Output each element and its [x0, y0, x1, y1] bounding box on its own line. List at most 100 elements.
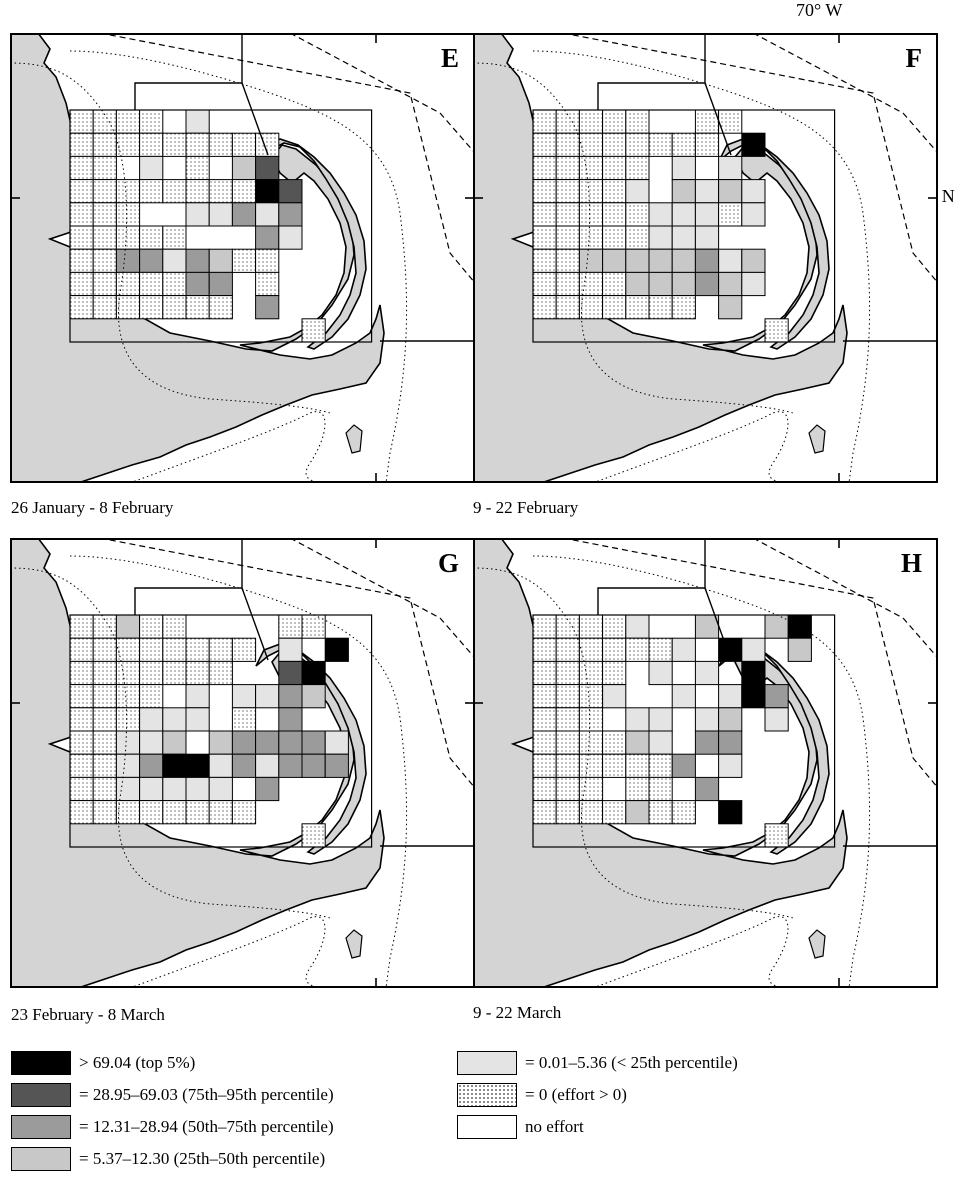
grid-cell — [115, 132, 141, 157]
grid-cell — [92, 730, 117, 755]
grid-cell — [208, 132, 233, 157]
depth-contour — [69, 555, 408, 986]
grid-cell — [92, 660, 117, 686]
cape-arm — [718, 138, 830, 350]
grid-cell — [555, 271, 580, 297]
grid-cell — [555, 132, 580, 157]
grid-cell — [231, 684, 257, 709]
island — [345, 929, 363, 959]
grid-cell — [741, 248, 766, 273]
grid-cell — [648, 753, 673, 778]
grid-cell — [625, 202, 650, 227]
grid-cell — [139, 730, 164, 755]
grid-cell — [185, 800, 210, 825]
grid-cell — [115, 179, 141, 204]
panel-letter: E — [440, 43, 459, 73]
grid-cell — [671, 295, 696, 320]
grid-cell — [139, 271, 164, 297]
grid-cell — [162, 132, 187, 157]
grid-cell — [208, 660, 233, 686]
grid-cell — [115, 684, 141, 709]
grid-cell — [115, 295, 141, 320]
grid-cell — [185, 248, 210, 273]
grid-cell — [602, 248, 627, 273]
grid-cell — [694, 225, 720, 250]
grid-cell — [602, 295, 627, 320]
grid-cell — [208, 271, 233, 297]
grid-cell — [718, 248, 743, 273]
grid-cell — [69, 202, 94, 227]
grid-cell — [578, 660, 604, 686]
map-panel-f: F — [473, 33, 938, 483]
grid-cell — [625, 637, 650, 662]
grid-cell — [578, 776, 604, 802]
grid-cell — [139, 776, 164, 802]
grid-cell — [324, 637, 349, 662]
longitude-label: 70° W — [796, 0, 843, 20]
grid-cell — [115, 614, 141, 639]
grid-cell — [255, 684, 280, 709]
grid-cell — [231, 707, 257, 732]
grid-cell — [69, 684, 94, 709]
grid-cell — [69, 295, 94, 320]
area-line — [241, 82, 269, 156]
grid-cell — [555, 179, 580, 204]
grid-cell — [602, 614, 627, 639]
grid-cell — [532, 295, 557, 320]
area-line — [704, 82, 732, 156]
grid-cell — [764, 684, 789, 709]
grid-cell — [278, 614, 303, 639]
grid-cell — [231, 248, 257, 273]
map-panel-h: H — [473, 538, 938, 988]
grid-cell — [92, 753, 117, 778]
grid-cell — [231, 753, 257, 778]
grid-cell — [92, 132, 117, 157]
legend-swatch — [457, 1083, 517, 1107]
grid-cell — [162, 800, 187, 825]
grid-cell — [625, 155, 650, 181]
grid-cell — [648, 202, 673, 227]
grid-cell — [764, 823, 789, 848]
grid-cell — [278, 179, 303, 204]
grid-cell — [555, 730, 580, 755]
grid-cell — [555, 248, 580, 273]
grid-cell — [648, 271, 673, 297]
grid-cell — [578, 800, 604, 825]
grid-cell — [555, 707, 580, 732]
grid-cell — [648, 660, 673, 686]
grid-cell — [255, 295, 280, 320]
grid-cell — [185, 271, 210, 297]
grid-cell — [671, 202, 696, 227]
grid-cell — [185, 707, 210, 732]
grid-cell — [92, 271, 117, 297]
map-svg — [475, 540, 936, 986]
grid-cell — [648, 800, 673, 825]
grid-cell — [532, 776, 557, 802]
grid-cell — [208, 753, 233, 778]
grid-cell — [671, 684, 696, 709]
boundary-line — [755, 35, 936, 152]
grid-cell — [231, 179, 257, 204]
grid-cell — [718, 295, 743, 320]
legend-label: no effort — [525, 1117, 584, 1136]
grid-cell — [115, 271, 141, 297]
grid-cell — [278, 753, 303, 778]
boundary-line — [755, 540, 936, 657]
grid-cell — [578, 179, 604, 204]
grid-cell — [741, 637, 766, 662]
grid-cell — [718, 155, 743, 181]
grid-cell — [555, 202, 580, 227]
area-line — [134, 35, 243, 110]
grid-outline — [532, 109, 836, 343]
grid-outline — [69, 614, 373, 848]
grid-cell — [185, 202, 210, 227]
grid-cell — [185, 179, 210, 204]
grid-cell — [208, 637, 233, 662]
grid-cell — [208, 800, 233, 825]
grid-cell — [764, 707, 789, 732]
grid-cell — [718, 753, 743, 778]
grid-cell — [694, 271, 720, 297]
grid-cell — [255, 730, 280, 755]
grid-cell — [532, 132, 557, 157]
grid-cell — [139, 614, 164, 639]
